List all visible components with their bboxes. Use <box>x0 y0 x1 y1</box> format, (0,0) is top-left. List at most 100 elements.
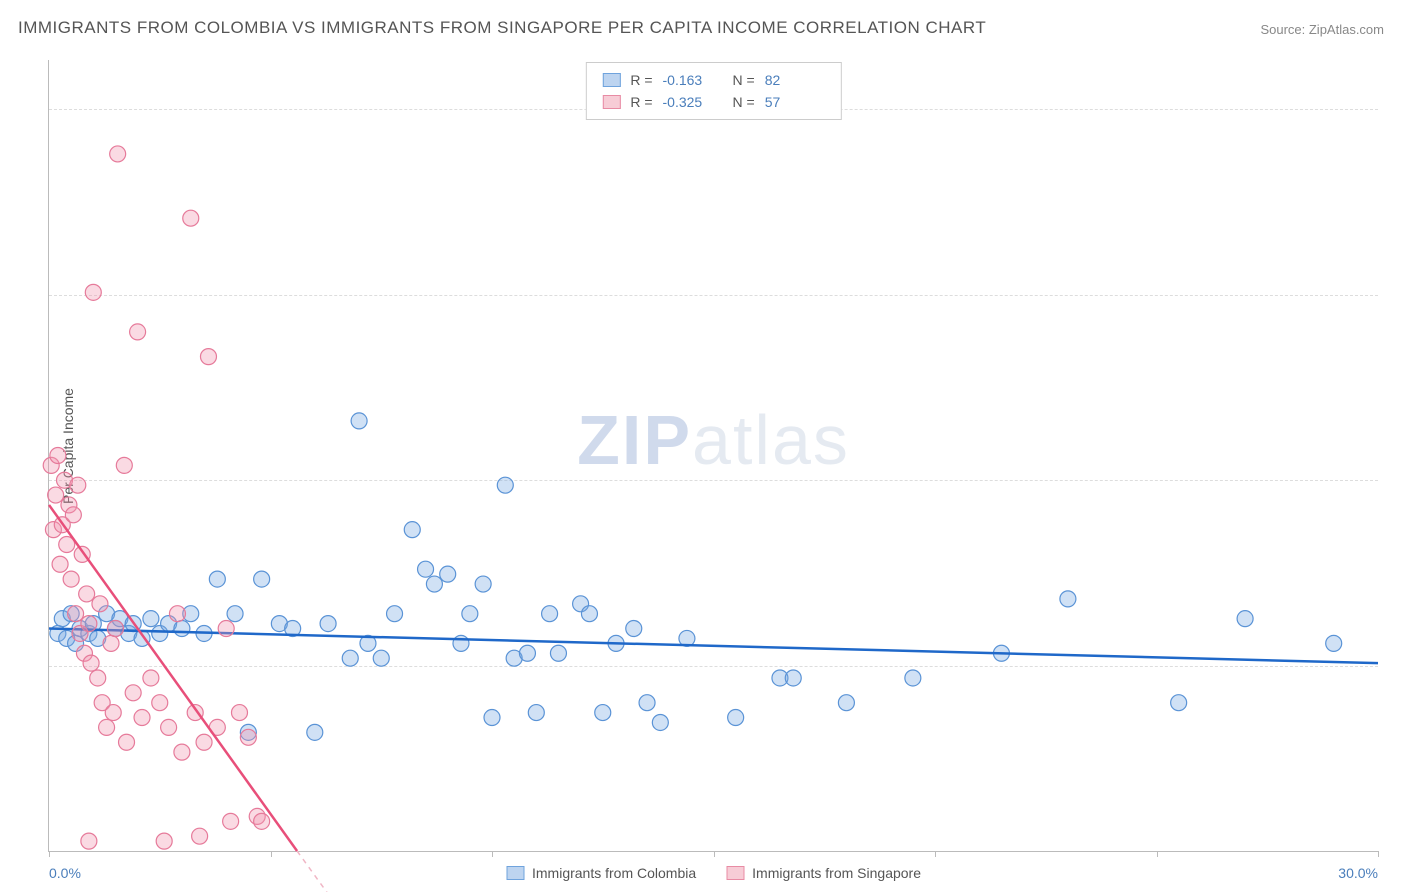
data-point <box>453 635 469 651</box>
source-link[interactable]: ZipAtlas.com <box>1309 22 1384 37</box>
data-point <box>320 616 336 632</box>
data-point <box>404 522 420 538</box>
y-tick-label: $75,000 <box>1388 472 1406 488</box>
data-point <box>161 719 177 735</box>
chart-title: IMMIGRANTS FROM COLOMBIA VS IMMIGRANTS F… <box>18 18 986 38</box>
chart-plot-area: ZIPatlas R = -0.163 N = 82 R = -0.325 N … <box>48 60 1378 852</box>
legend-swatch-icon <box>506 866 524 880</box>
trend-line <box>49 505 297 851</box>
data-point <box>497 477 513 493</box>
data-point <box>130 324 146 340</box>
data-point <box>68 606 84 622</box>
data-point <box>484 710 500 726</box>
x-tick <box>49 851 50 857</box>
data-point <box>143 670 159 686</box>
data-point <box>110 146 126 162</box>
stats-legend: R = -0.163 N = 82 R = -0.325 N = 57 <box>585 62 841 120</box>
data-point <box>105 705 121 721</box>
data-point <box>581 606 597 622</box>
data-point <box>475 576 491 592</box>
r-value: -0.325 <box>663 91 723 113</box>
scatter-svg <box>49 60 1378 851</box>
data-point <box>626 621 642 637</box>
n-value: 57 <box>765 91 825 113</box>
data-point <box>652 714 668 730</box>
data-point <box>426 576 442 592</box>
data-point <box>70 477 86 493</box>
data-point <box>307 724 323 740</box>
r-label: R = <box>630 91 652 113</box>
data-point <box>90 670 106 686</box>
data-point <box>462 606 478 622</box>
legend-label: Immigrants from Singapore <box>752 865 921 881</box>
trend-line-extrapolated <box>297 851 425 892</box>
data-point <box>65 507 81 523</box>
data-point <box>152 695 168 711</box>
data-point <box>174 621 190 637</box>
data-point <box>192 828 208 844</box>
data-point <box>418 561 434 577</box>
x-tick <box>714 851 715 857</box>
data-point <box>227 606 243 622</box>
data-point <box>134 710 150 726</box>
data-point <box>103 635 119 651</box>
x-tick <box>271 851 272 857</box>
data-point <box>107 621 123 637</box>
data-point <box>169 606 185 622</box>
data-point <box>387 606 403 622</box>
y-tick-label: $150,000 <box>1388 101 1406 117</box>
data-point <box>254 813 270 829</box>
x-tick <box>1157 851 1158 857</box>
legend-item: Immigrants from Singapore <box>726 865 921 881</box>
data-point <box>143 611 159 627</box>
data-point <box>223 813 239 829</box>
data-point <box>119 734 135 750</box>
data-point <box>728 710 744 726</box>
data-point <box>52 556 68 572</box>
data-point <box>63 571 79 587</box>
x-tick <box>492 851 493 857</box>
source-attribution: Source: ZipAtlas.com <box>1260 22 1384 37</box>
data-point <box>1171 695 1187 711</box>
data-point <box>231 705 247 721</box>
data-point <box>639 695 655 711</box>
data-point <box>838 695 854 711</box>
data-point <box>440 566 456 582</box>
source-prefix: Source: <box>1260 22 1308 37</box>
data-point <box>85 284 101 300</box>
x-tick <box>1378 851 1379 857</box>
data-point <box>83 655 99 671</box>
data-point <box>1060 591 1076 607</box>
data-point <box>81 616 97 632</box>
data-point <box>200 349 216 365</box>
data-point <box>99 719 115 735</box>
series-swatch-icon <box>602 73 620 87</box>
data-point <box>196 734 212 750</box>
y-tick-label: $112,500 <box>1388 287 1406 303</box>
data-point <box>595 705 611 721</box>
data-point <box>48 487 64 503</box>
data-point <box>156 833 172 849</box>
n-value: 82 <box>765 69 825 91</box>
series-legend: Immigrants from Colombia Immigrants from… <box>506 865 921 881</box>
data-point <box>92 596 108 612</box>
x-axis-min-label: 0.0% <box>49 865 81 881</box>
data-point <box>550 645 566 661</box>
data-point <box>1237 611 1253 627</box>
data-point <box>254 571 270 587</box>
legend-label: Immigrants from Colombia <box>532 865 696 881</box>
x-tick <box>935 851 936 857</box>
stats-row: R = -0.163 N = 82 <box>602 69 824 91</box>
data-point <box>50 448 66 464</box>
data-point <box>342 650 358 666</box>
x-axis-max-label: 30.0% <box>1338 865 1378 881</box>
data-point <box>81 833 97 849</box>
data-point <box>116 457 132 473</box>
y-tick-label: $37,500 <box>1388 658 1406 674</box>
data-point <box>1326 635 1342 651</box>
n-label: N = <box>733 69 755 91</box>
data-point <box>519 645 535 661</box>
data-point <box>79 586 95 602</box>
data-point <box>542 606 558 622</box>
data-point <box>240 729 256 745</box>
